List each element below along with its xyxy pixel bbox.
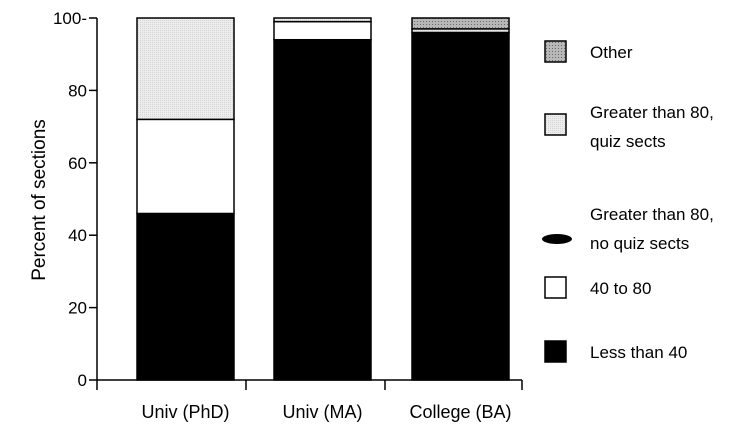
legend-label: Greater than 80, <box>590 103 714 122</box>
legend-item: 40 to 80 <box>544 276 651 299</box>
y-ticks: 0 20 40 60 80 100- <box>53 9 97 390</box>
legend-swatch <box>544 340 567 363</box>
legend-swatch <box>544 113 567 136</box>
legend-swatch <box>542 234 572 244</box>
legend-item: Less than 40 <box>544 340 687 363</box>
legend-label: Other <box>590 43 633 62</box>
legend-swatch <box>544 276 567 299</box>
x-tick-label: Univ (MA) <box>283 402 363 422</box>
legend-label: Less than 40 <box>590 343 687 362</box>
x-tick-labels: Univ (PhD) Univ (MA) College (BA) <box>96 380 523 422</box>
bar-segment <box>136 212 235 381</box>
x-tick-label: College (BA) <box>409 402 511 422</box>
bar-segment <box>273 38 372 381</box>
legend-label: 40 to 80 <box>590 279 651 298</box>
y-tick-label: 100- <box>53 9 87 28</box>
legend-label: quiz sects <box>590 132 666 151</box>
bar-segment <box>273 20 372 41</box>
y-tick-label: 40 <box>68 226 87 245</box>
bar-segment <box>411 17 510 30</box>
legend-label: no quiz sects <box>590 234 689 253</box>
bar-segment <box>273 17 372 23</box>
legend-item: Other <box>544 40 633 63</box>
bar-segment <box>411 31 510 381</box>
legend-swatch <box>544 40 567 63</box>
legend-item: Greater than 80, no quiz sects <box>542 205 714 253</box>
y-tick-label: 20 <box>68 299 87 318</box>
bar-segment <box>136 17 235 121</box>
legend-label: Greater than 80, <box>590 205 714 224</box>
y-tick-label: 80 <box>68 81 87 100</box>
y-axis-label: Percent of sections <box>29 119 50 281</box>
y-tick-label: 0 <box>78 371 87 390</box>
legend-item: Greater than 80, quiz sects <box>544 103 714 151</box>
bar-segment <box>136 118 235 215</box>
bars <box>136 17 510 381</box>
y-tick-label: 60 <box>68 154 87 173</box>
x-tick-label: Univ (PhD) <box>141 402 229 422</box>
